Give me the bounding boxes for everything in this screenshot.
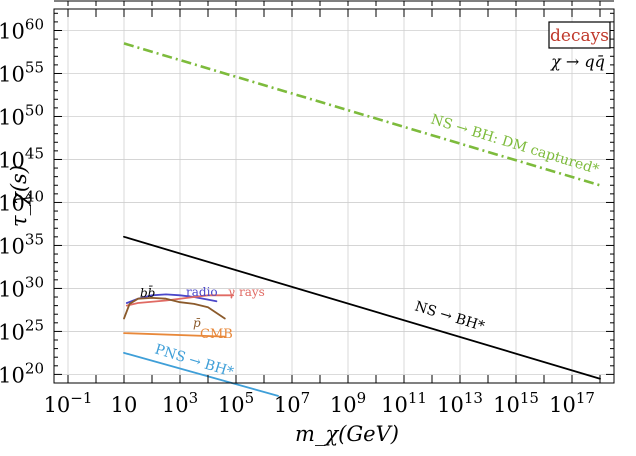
- x-tick-label: 105: [218, 389, 254, 417]
- y-tick-label: 1045: [0, 144, 44, 172]
- y-tick-label: 1060: [0, 15, 44, 43]
- y-tick-label: 1025: [0, 316, 44, 344]
- x-axis-title: m_χ(GeV): [295, 422, 399, 446]
- label-cmb: CMB: [200, 327, 233, 342]
- y-tick-label: 1035: [0, 230, 44, 258]
- grid-lines: [54, 9, 614, 383]
- x-tick-label: 1017: [549, 389, 595, 417]
- y-tick-label: 1050: [0, 101, 44, 129]
- label-pbar: p̄: [193, 316, 201, 330]
- x-tick-label: 1011: [381, 389, 427, 417]
- series-line-pns-bh: [123, 351, 279, 397]
- series-line-ns-bh: [123, 235, 601, 380]
- x-tick-label: 1015: [493, 389, 539, 417]
- x-tick-label: 10−1: [44, 389, 93, 417]
- x-tick-label: 107: [274, 389, 310, 417]
- x-tick-label: 109: [330, 389, 366, 417]
- y-tick-label: 1040: [0, 187, 44, 215]
- series-group: [123, 42, 601, 397]
- x-tick-label: 10: [111, 393, 138, 417]
- y-tick-label: 1030: [0, 273, 44, 301]
- label-bbbar: bb̄: [140, 284, 155, 300]
- label-radio: radio: [186, 285, 218, 299]
- x-tick-label: 1013: [437, 389, 483, 417]
- legend-subtitle: χ → qq̄: [550, 52, 605, 71]
- plot-frame: [53, 8, 615, 384]
- series-line-ns-bh-dm-captured: [123, 42, 601, 187]
- y-tick-label: 1055: [0, 58, 44, 86]
- y-tick-label: 1020: [0, 359, 44, 387]
- series-line-cmb: [123, 332, 226, 338]
- label-gamma-rays: γ rays: [228, 285, 265, 299]
- ticks-group: 10−1 10 103 105 107 109 1011 1013 1015 1017 1020 10…: [0, 1, 614, 417]
- y-axis-title: τ_χ(s): [7, 165, 31, 227]
- plot-background: [54, 9, 614, 383]
- legend-title: decays: [550, 26, 609, 46]
- frame: [53, 0, 615, 384]
- legend-box: decays χ → qq̄: [548, 21, 611, 71]
- series-line-rays: [125, 294, 235, 307]
- x-tick-label: 103: [162, 389, 198, 417]
- legend-box-border: [548, 21, 611, 49]
- series-line-p: [123, 296, 226, 320]
